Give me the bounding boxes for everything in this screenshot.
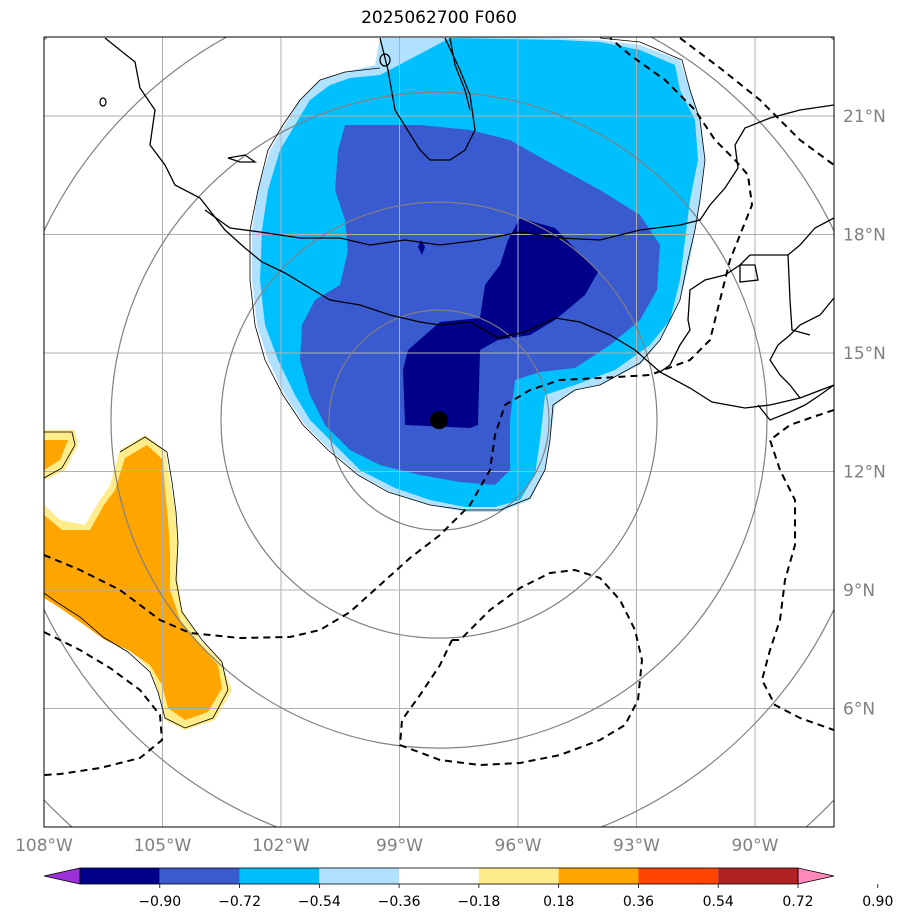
- negative-anomaly-small-cell: [418, 240, 425, 255]
- plot-frame: [43, 36, 835, 828]
- longitude-tick-label: 90°W: [732, 836, 779, 856]
- colorbar-segment: [399, 868, 479, 884]
- colorbar-over-extension: [797, 867, 835, 885]
- latitude-tick-label: 6°N: [843, 700, 875, 720]
- map-title: 2025062700 F060: [361, 8, 517, 28]
- negative-anomaly-level2-fill: [300, 125, 660, 485]
- dashed-contours: [44, 37, 834, 776]
- latitude-tick-label: 12°N: [843, 463, 886, 483]
- colorbar-segment: [558, 868, 639, 884]
- colorbar-segment: [239, 868, 320, 884]
- range-ring: [110, 91, 768, 749]
- latitude-labels: 6°N 9°N 12°N 15°N 18°N 21°N: [843, 107, 886, 720]
- colorbar-tick-label: −0.72: [218, 894, 261, 910]
- longitude-tick-label: 93°W: [613, 836, 660, 856]
- colorbar-segment: [718, 868, 798, 884]
- longitude-tick-label: 108°W: [15, 836, 73, 856]
- colorbar-tick-label: 0.36: [623, 894, 654, 910]
- colorbar-frame: [79, 867, 799, 885]
- colorbar-tick-label: 0.18: [543, 894, 574, 910]
- longitude-tick-label: 102°W: [252, 836, 310, 856]
- longitude-labels: 108°W 105°W 102°W 99°W 96°W 93°W 90°W: [15, 836, 779, 856]
- colorbar: −0.90 −0.72 −0.54 −0.36 −0.18 0.18 0.36 0.54 0.7…: [43, 867, 893, 910]
- latitude-tick-label: 9°N: [843, 581, 875, 601]
- colorbar-tick-label: −0.18: [457, 894, 500, 910]
- range-ring: [220, 201, 658, 639]
- colorbar-segment: [478, 868, 559, 884]
- graticule: [44, 37, 834, 827]
- longitude-tick-label: 99°W: [376, 836, 423, 856]
- anomaly-contours: [44, 37, 706, 729]
- positive-anomaly-level1-fill: [44, 440, 222, 720]
- latitude-tick-label: 18°N: [843, 226, 886, 246]
- colorbar-segment: [319, 868, 400, 884]
- colorbar-tick-label: −0.90: [138, 894, 181, 910]
- colorbar-tick-label: −0.36: [378, 894, 421, 910]
- colorbar-tick-label: 0.90: [862, 894, 893, 910]
- latitude-tick-label: 15°N: [843, 344, 886, 364]
- colorbar-segment: [80, 868, 160, 884]
- storm-center-marker: [430, 411, 448, 430]
- negative-anomaly-level3-fill: [403, 218, 598, 428]
- colorbar-tick-label: 0.72: [782, 894, 813, 910]
- colorbar-tick-label: −0.54: [298, 894, 341, 910]
- colorbar-segment: [638, 868, 719, 884]
- coastlines: [99, 37, 834, 421]
- longitude-tick-label: 96°W: [495, 836, 542, 856]
- latitude-tick-label: 21°N: [843, 107, 886, 127]
- colorbar-tick-label: 0.54: [703, 894, 734, 910]
- colorbar-under-extension: [43, 867, 81, 885]
- range-ring: [328, 309, 550, 531]
- longitude-tick-label: 105°W: [134, 836, 192, 856]
- colorbar-segment: [159, 868, 240, 884]
